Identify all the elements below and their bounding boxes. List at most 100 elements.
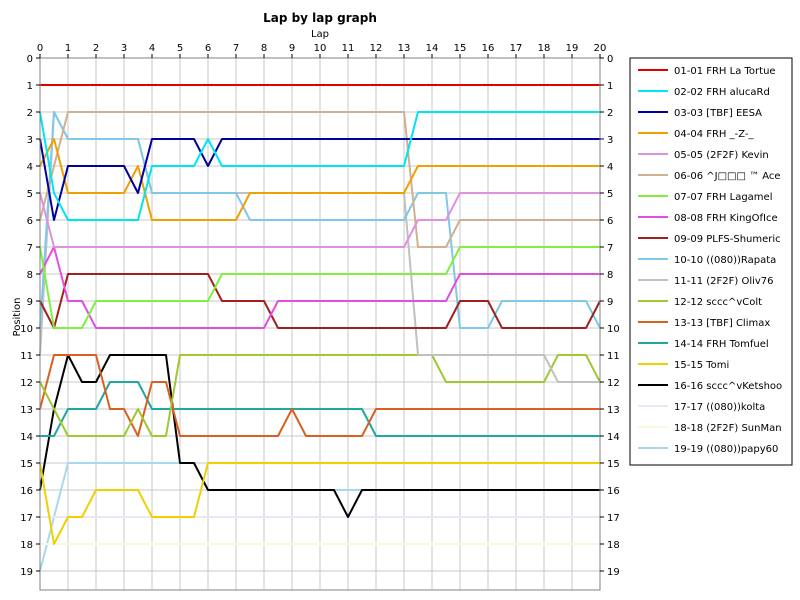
grid — [39, 57, 601, 590]
series-line — [39, 138, 600, 221]
y-tick-label-left: 0 — [27, 54, 33, 65]
series-line — [39, 273, 601, 329]
y-tick-label-right: 13 — [607, 405, 620, 416]
y-tick-label-right: 2 — [607, 108, 613, 119]
x-tick-label: 5 — [177, 43, 183, 54]
series-line — [39, 354, 600, 518]
legend-label: 15-15 Tomi — [674, 360, 729, 371]
legend-label: 05-05 (2F2F) Kevin — [674, 150, 769, 161]
y-tick-label-left: 1 — [27, 81, 33, 92]
y-tick-label-left: 11 — [20, 351, 33, 362]
y-tick-label-right: 9 — [607, 297, 613, 308]
x-tick-label: 20 — [594, 43, 607, 54]
y-tick-label-right: 3 — [607, 135, 613, 146]
legend-label: 04-04 FRH _-Z-_ — [674, 129, 755, 140]
y-tick-label-right: 4 — [607, 162, 613, 173]
series-line — [39, 111, 600, 221]
y-tick-label-left: 2 — [27, 108, 33, 119]
x-tick-label: 2 — [93, 43, 99, 54]
y-tick-label-left: 19 — [20, 567, 33, 578]
legend-label: 02-02 FRH alucaRd — [674, 87, 770, 98]
x-tick-label: 10 — [314, 43, 327, 54]
y-tick-label-right: 18 — [607, 540, 620, 551]
y-tick-label-right: 6 — [607, 216, 613, 227]
x-tick-label: 6 — [205, 43, 211, 54]
legend-label: 01-01 FRH La Tortue — [674, 66, 776, 77]
y-tick-label-right: 1 — [607, 81, 613, 92]
legend-label: 14-14 FRH Tomfuel — [674, 339, 769, 350]
x-tick-label: 12 — [370, 43, 383, 54]
legend-label: 12-12 sccc^vColt — [674, 297, 762, 308]
y-tick-label-left: 4 — [27, 162, 33, 173]
legend-label: 16-16 sccc^vKetshoo — [674, 381, 782, 392]
y-tick-label-left: 15 — [20, 459, 33, 470]
x-tick-label: 14 — [426, 43, 439, 54]
y-tick-label-left: 8 — [27, 270, 33, 281]
y-tick-label-left: 18 — [20, 540, 33, 551]
series-line — [39, 354, 601, 437]
y-tick-label-right: 19 — [607, 567, 620, 578]
legend-label: 10-10 ((080))Rapata — [674, 255, 776, 266]
legend-label: 07-07 FRH Lagamel — [674, 192, 772, 203]
series-line — [39, 462, 600, 545]
x-tick-label: 4 — [149, 43, 155, 54]
y-tick-label-left: 10 — [20, 324, 33, 335]
x-tick-label: 1 — [65, 43, 71, 54]
y-tick-label-right: 10 — [607, 324, 620, 335]
legend-label: 17-17 ((080))kolta — [674, 402, 765, 413]
y-tick-label-right: 7 — [607, 243, 613, 254]
x-tick-label: 3 — [121, 43, 127, 54]
x-tick-label: 13 — [398, 43, 411, 54]
chart-title: Lap by lap graph — [263, 11, 377, 25]
legend-box — [629, 57, 793, 466]
series-line — [39, 111, 600, 248]
y-tick-label-right: 12 — [607, 378, 620, 389]
legend-label: 08-08 FRH KingOfIce — [674, 213, 778, 224]
series-line — [39, 192, 600, 248]
y-axis-label: Position — [12, 298, 23, 337]
series-lines — [39, 84, 601, 572]
series-line — [39, 246, 600, 329]
legend-label: 03-03 [TBF] EESA — [674, 108, 762, 119]
x-tick-label: 18 — [538, 43, 551, 54]
y-tick-label-right: 15 — [607, 459, 620, 470]
legend-label: 13-13 [TBF] Climax — [674, 318, 770, 329]
y-tick-label-left: 16 — [20, 486, 33, 497]
y-tick-label-left: 13 — [20, 405, 33, 416]
y-tick-label-left: 14 — [20, 432, 33, 443]
x-tick-label: 11 — [342, 43, 355, 54]
y-tick-label-left: 5 — [27, 189, 33, 200]
series-line — [40, 381, 600, 437]
y-tick-label-left: 17 — [20, 513, 33, 524]
y-tick-label-left: 9 — [27, 297, 33, 308]
legend-label: 11-11 (2F2F) Oliv76 — [674, 276, 774, 287]
legend-label: 19-19 ((080))papy60 — [674, 444, 778, 455]
y-tick-label-right: 5 — [607, 189, 613, 200]
x-tick-label: 19 — [566, 43, 579, 54]
x-tick-label: 8 — [261, 43, 267, 54]
x-tick-label: 17 — [510, 43, 523, 54]
series-line — [39, 354, 600, 437]
y-tick-label-right: 8 — [607, 270, 613, 281]
y-tick-label-left: 3 — [27, 135, 33, 146]
y-tick-label-left: 7 — [27, 243, 33, 254]
y-tick-label-right: 14 — [607, 432, 620, 443]
x-tick-label: 9 — [289, 43, 295, 54]
y-tick-label-right: 17 — [607, 513, 620, 524]
y-tick-label-right: 16 — [607, 486, 620, 497]
x-axis-label: Lap — [311, 29, 329, 40]
series-line — [39, 138, 600, 221]
legend: 01-01 FRH La Tortue 02-02 FRH alucaRd 03-0… — [629, 57, 793, 466]
x-tick-label: 7 — [233, 43, 239, 54]
series-line — [39, 246, 600, 329]
legend-label: 09-09 PLFS-Shumeric — [674, 234, 781, 245]
y-tick-label-right: 0 — [607, 54, 613, 65]
series-line — [39, 111, 601, 329]
legend-label: 18-18 (2F2F) SunMan — [674, 423, 782, 434]
y-tick-label-left: 12 — [20, 378, 33, 389]
x-tick-label: 15 — [454, 43, 467, 54]
x-tick-label: 16 — [482, 43, 495, 54]
legend-label: 06-06 ^J□□□ ™ Ace — [674, 171, 781, 182]
y-tick-label-right: 11 — [607, 351, 620, 362]
